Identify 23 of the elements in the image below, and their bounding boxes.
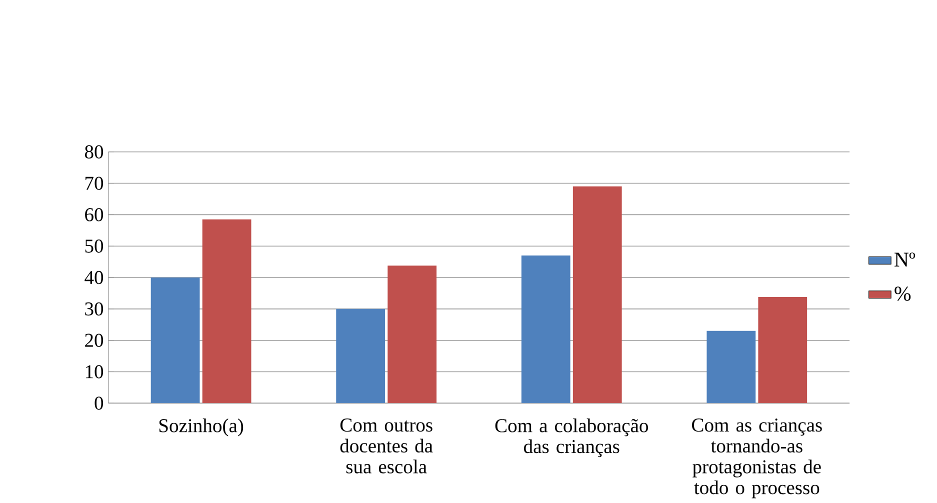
bar [521,256,570,404]
bar [336,309,386,404]
bar [706,331,756,404]
x-tick-label: Sozinho(a) [159,418,244,436]
bar [758,297,808,404]
x-tick-label: Com outros docentes da sua escola [340,418,433,474]
y-tick-label: 40 [84,271,104,284]
y-tick-label: 10 [86,365,104,379]
x-tick-label: Com a colaboração das crianças [495,418,648,458]
y-tick-label: 60 [85,208,104,222]
bar [572,186,622,404]
y-tick-label: 0 [94,396,104,410]
legend-label: Nº [894,252,916,267]
y-tick-label: 80 [84,145,104,159]
x-tick-label: Com as crianças tornando-as protagonistas de todo o processo [692,418,822,498]
y-tick-label: 50 [85,240,104,253]
bar [202,220,252,404]
y-tick-label: 70 [86,176,104,190]
legend-label: % [894,286,911,301]
bar [150,278,200,404]
y-tick-label: 30 [85,302,104,316]
y-tick-label: 20 [85,334,104,348]
bar [388,266,437,404]
